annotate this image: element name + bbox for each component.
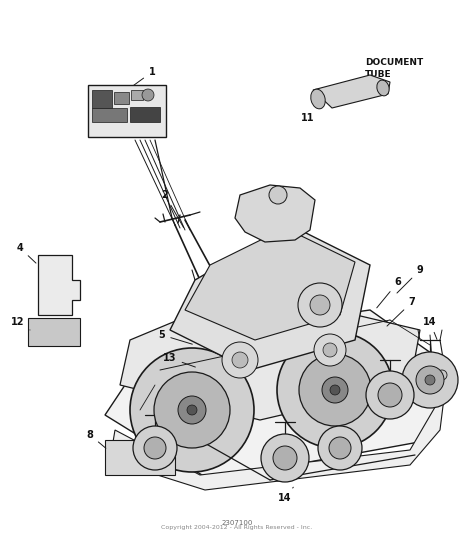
Text: 6: 6	[377, 277, 401, 308]
Polygon shape	[313, 75, 390, 108]
Circle shape	[318, 426, 362, 470]
Circle shape	[130, 348, 254, 472]
Circle shape	[329, 437, 351, 459]
Circle shape	[330, 385, 340, 395]
Circle shape	[416, 366, 444, 394]
Circle shape	[269, 186, 287, 204]
Bar	[88, 85, 166, 137]
Circle shape	[323, 343, 337, 357]
Circle shape	[310, 295, 330, 315]
Text: 14: 14	[423, 317, 437, 340]
Text: 7: 7	[387, 297, 415, 326]
Polygon shape	[110, 390, 445, 490]
Text: 14: 14	[278, 487, 293, 503]
Circle shape	[425, 375, 435, 385]
Circle shape	[437, 370, 447, 380]
Polygon shape	[105, 310, 455, 480]
Circle shape	[298, 283, 342, 327]
Text: DOCUMENT
TUBE: DOCUMENT TUBE	[365, 58, 423, 79]
Circle shape	[187, 405, 197, 415]
Circle shape	[299, 354, 371, 426]
Circle shape	[144, 437, 166, 459]
Polygon shape	[38, 255, 80, 315]
Text: 5: 5	[159, 330, 192, 344]
Circle shape	[273, 446, 297, 470]
Text: 9: 9	[397, 265, 423, 293]
Circle shape	[178, 396, 206, 424]
Circle shape	[142, 89, 154, 101]
Circle shape	[133, 426, 177, 470]
Circle shape	[261, 434, 309, 482]
Circle shape	[232, 352, 248, 368]
Circle shape	[366, 371, 414, 419]
Text: 13: 13	[163, 353, 195, 367]
Text: 2: 2	[162, 190, 183, 227]
Ellipse shape	[311, 89, 325, 109]
Circle shape	[402, 352, 458, 408]
Polygon shape	[185, 228, 355, 340]
Polygon shape	[235, 185, 315, 242]
Text: 1: 1	[132, 67, 155, 87]
Text: 3: 3	[287, 217, 309, 240]
Circle shape	[222, 342, 258, 378]
Circle shape	[314, 334, 346, 366]
Bar	[114, 92, 129, 104]
Polygon shape	[170, 225, 370, 370]
Circle shape	[322, 377, 348, 403]
Text: 2307100: 2307100	[221, 520, 253, 526]
Circle shape	[378, 383, 402, 407]
Bar	[92, 108, 127, 122]
Text: 8: 8	[87, 430, 106, 448]
Bar	[28, 318, 80, 346]
Text: Copyright 2004-2012 - All Rights Reserved - Inc.: Copyright 2004-2012 - All Rights Reserve…	[161, 525, 313, 530]
Circle shape	[277, 332, 393, 448]
Text: 12: 12	[11, 317, 30, 330]
Bar	[92, 90, 112, 108]
Circle shape	[154, 372, 230, 448]
Bar	[130, 107, 160, 122]
Text: 10: 10	[327, 275, 345, 293]
Polygon shape	[120, 290, 420, 420]
Text: 11: 11	[301, 108, 320, 123]
Bar	[105, 440, 175, 475]
Text: 4: 4	[17, 243, 36, 263]
Ellipse shape	[377, 80, 389, 96]
Bar	[131, 90, 143, 100]
